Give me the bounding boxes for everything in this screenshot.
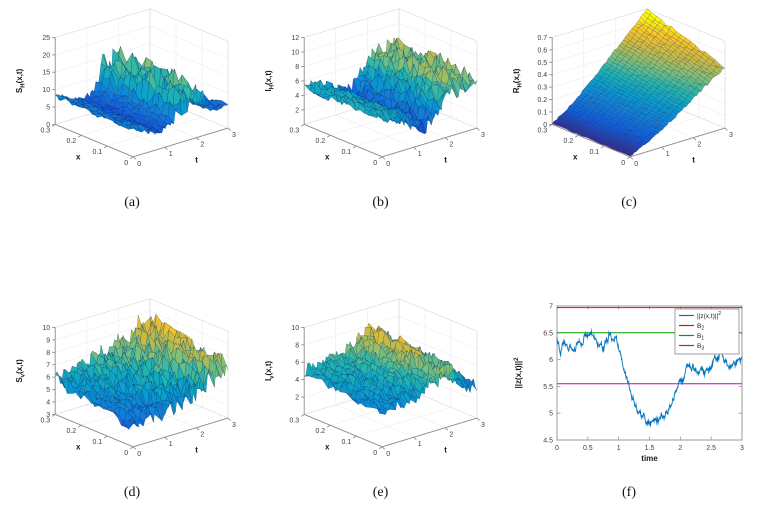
subplot-b: (b) xyxy=(260,6,501,211)
subplot-c: (c) xyxy=(509,6,749,211)
subplot-b-caption: (b) xyxy=(372,195,389,210)
subplot-c-caption: (c) xyxy=(621,195,637,210)
surface-plot-sv-canvas xyxy=(12,296,252,481)
figure-row-top: (a) (b) (c) xyxy=(0,6,761,211)
subplot-d-caption: (d) xyxy=(123,485,141,500)
subplot-a-caption: (a) xyxy=(124,195,140,210)
subplot-d: (d) xyxy=(12,296,252,501)
surface-plot-ih-canvas xyxy=(260,6,501,191)
subplot-a: (a) xyxy=(12,6,252,211)
surface-plot-iv-canvas xyxy=(260,296,501,481)
subplot-e-caption: (e) xyxy=(372,485,389,500)
subplot-f-caption: (f) xyxy=(622,485,636,500)
subplot-e: (e) xyxy=(260,296,501,501)
norm-line-plot-canvas xyxy=(509,296,749,481)
figure-panel: (a) (b) (c) (d) (e) (f) xyxy=(0,6,761,501)
surface-plot-rh-canvas xyxy=(509,6,749,191)
subplot-f: (f) xyxy=(509,296,749,501)
surface-plot-sh-canvas xyxy=(12,6,252,191)
figure-row-bottom: (d) (e) (f) xyxy=(0,296,761,501)
